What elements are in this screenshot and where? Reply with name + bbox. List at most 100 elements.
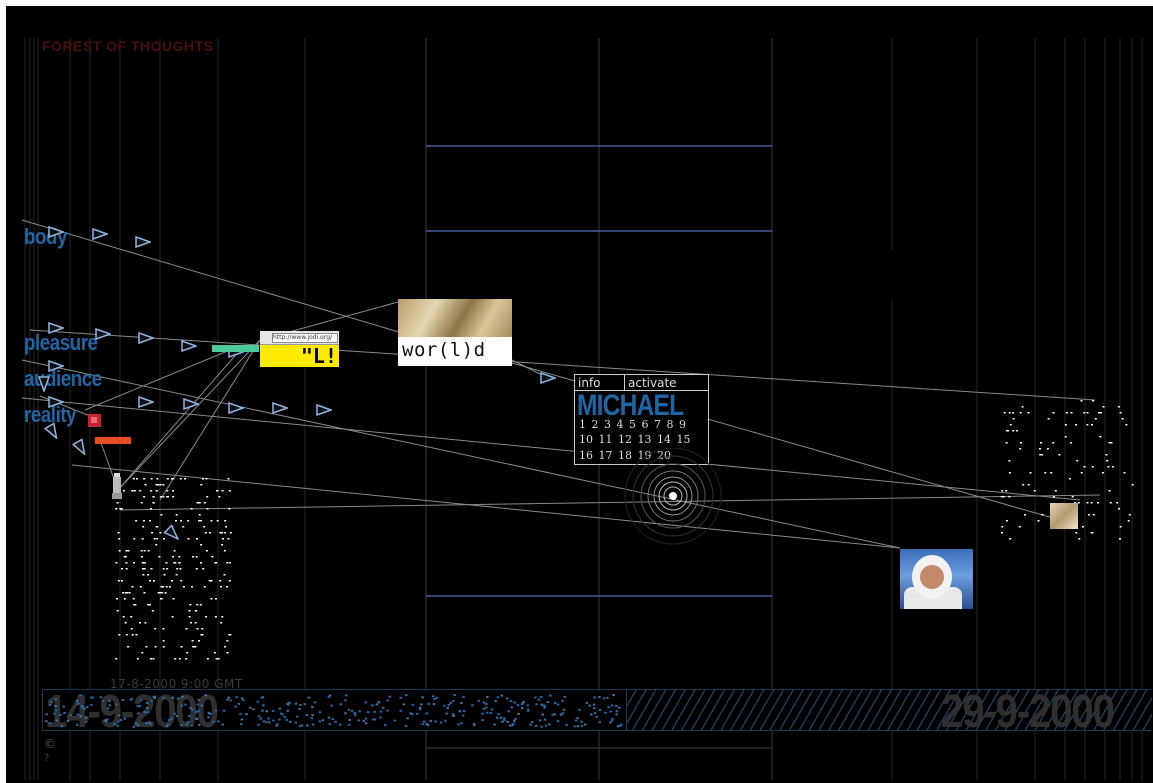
timeline-event-dot — [200, 704, 203, 707]
keyword-audience[interactable]: audience — [24, 366, 102, 391]
timeline-event-dot — [490, 708, 494, 711]
triangle-arrow-icon[interactable] — [95, 328, 111, 340]
timeline-event-dot — [373, 718, 376, 721]
timeline-event-dot — [520, 707, 524, 710]
timeline-event-dot — [54, 705, 57, 707]
triangle-arrow-icon[interactable] — [48, 360, 64, 372]
triangle-arrow-icon[interactable] — [71, 438, 90, 458]
small-thumbnail[interactable] — [1050, 503, 1078, 529]
tab-activate[interactable]: activate — [625, 375, 708, 391]
timeline-event-dot — [132, 725, 135, 728]
noise-dot — [171, 580, 173, 582]
timeline-event-dot — [419, 706, 422, 709]
timeline-event-dot — [188, 714, 191, 717]
noise-dot — [1033, 490, 1036, 492]
triangle-arrow-icon[interactable] — [272, 402, 288, 414]
timeline-event-dot — [484, 703, 488, 706]
timeline-event-dot — [511, 724, 514, 727]
timeline-event-dot — [443, 704, 446, 707]
tab-info[interactable]: info — [575, 375, 625, 391]
triangle-arrow-icon[interactable] — [138, 396, 154, 408]
noise-dot — [1070, 412, 1073, 414]
timeline-event-dots[interactable] — [43, 690, 626, 730]
noise-dot — [192, 556, 195, 558]
triangle-arrow-icon[interactable] — [183, 398, 199, 410]
window-frame-top — [0, 0, 1153, 6]
connection-line — [117, 339, 261, 491]
timeline-event-dot — [217, 720, 220, 723]
timeline-event-dot — [267, 717, 270, 720]
calendar-days-row-1[interactable]: 1 2 3 4 5 6 7 8 9 — [579, 418, 686, 431]
timeline-event-dot — [513, 720, 516, 723]
timeline-event-dot — [55, 719, 59, 722]
noise-dot — [122, 616, 125, 618]
timeline-future-hatch — [626, 690, 1152, 730]
timeline-event-dot — [364, 717, 368, 720]
noise-dot — [1102, 406, 1105, 408]
triangle-arrow-icon[interactable] — [48, 226, 64, 238]
timeline-bar[interactable]: 14-9-2000 29-9-2000 — [42, 685, 1152, 737]
noise-dot — [142, 562, 145, 564]
noise-dot — [147, 550, 150, 552]
calendar-days-row-2[interactable]: 10 11 12 13 14 15 — [579, 433, 691, 446]
noise-dot — [194, 610, 197, 612]
noise-dot — [152, 496, 155, 498]
green-node[interactable] — [212, 345, 259, 352]
keyword-pleasure[interactable]: pleasure — [24, 330, 98, 355]
timeline-event-dot — [69, 714, 72, 717]
timeline-event-dot — [422, 720, 426, 723]
noise-dot — [1123, 472, 1126, 474]
noise-dot — [228, 508, 231, 510]
triangle-arrow-icon[interactable] — [48, 396, 64, 408]
triangle-arrow-icon[interactable] — [135, 236, 151, 248]
timeline-event-dot — [239, 712, 242, 715]
astronaut-photo[interactable] — [900, 549, 973, 609]
world-card[interactable]: wor(l)d — [398, 299, 512, 366]
noise-dot — [162, 586, 165, 588]
noise-dot — [1027, 412, 1030, 414]
noise-dot — [1070, 442, 1073, 444]
noise-dot — [1101, 472, 1104, 474]
triangle-arrow-icon[interactable] — [181, 340, 197, 352]
concentric-rings-icon[interactable] — [623, 448, 723, 548]
triangle-arrow-icon[interactable] — [92, 228, 108, 240]
keyword-body[interactable]: body — [24, 224, 67, 249]
timeline-event-dot — [165, 725, 169, 728]
triangle-arrow-icon[interactable] — [38, 376, 50, 392]
timeline-event-dot — [305, 714, 308, 716]
noise-dot — [147, 574, 150, 576]
noise-dot — [163, 538, 165, 540]
noise-dot — [206, 508, 209, 510]
help-marker[interactable]: ? — [44, 753, 50, 764]
triangle-arrow-icon[interactable] — [540, 372, 556, 384]
noise-dot — [1091, 532, 1094, 534]
connection-line — [29, 329, 1096, 401]
timeline-event-dot — [472, 724, 476, 727]
noise-dot — [203, 502, 206, 504]
noise-dot — [1090, 502, 1093, 504]
timeline-event-dot — [281, 713, 284, 716]
noise-dot — [196, 604, 199, 606]
triangle-arrow-icon[interactable] — [48, 322, 64, 334]
triangle-arrow-icon[interactable] — [228, 402, 244, 414]
triangle-arrow-icon[interactable] — [163, 524, 183, 544]
noise-dot — [226, 652, 229, 654]
timeline-event-dot — [145, 722, 148, 725]
triangle-arrow-icon[interactable] — [138, 332, 154, 344]
timeline-event-dot — [276, 723, 279, 726]
calendar-days-row-3[interactable]: 16 17 18 19 20 — [579, 449, 671, 462]
timeline-event-dot — [610, 704, 614, 707]
orange-node[interactable] — [95, 437, 131, 444]
lamp-icon[interactable] — [111, 473, 123, 501]
triangle-arrow-icon[interactable] — [43, 422, 62, 442]
timeline-event-dot — [90, 696, 93, 699]
timeline-event-dot — [338, 723, 342, 726]
timeline-event-dot — [226, 698, 229, 701]
browser-thumbnail[interactable]: http://www.jodi.org/ "L! — [260, 331, 339, 368]
noise-dot — [155, 490, 158, 492]
window-frame-left — [0, 0, 6, 783]
triangle-arrow-icon[interactable] — [316, 404, 332, 416]
timeline-event-dot — [303, 703, 306, 706]
timeline-event-dot — [181, 695, 184, 698]
